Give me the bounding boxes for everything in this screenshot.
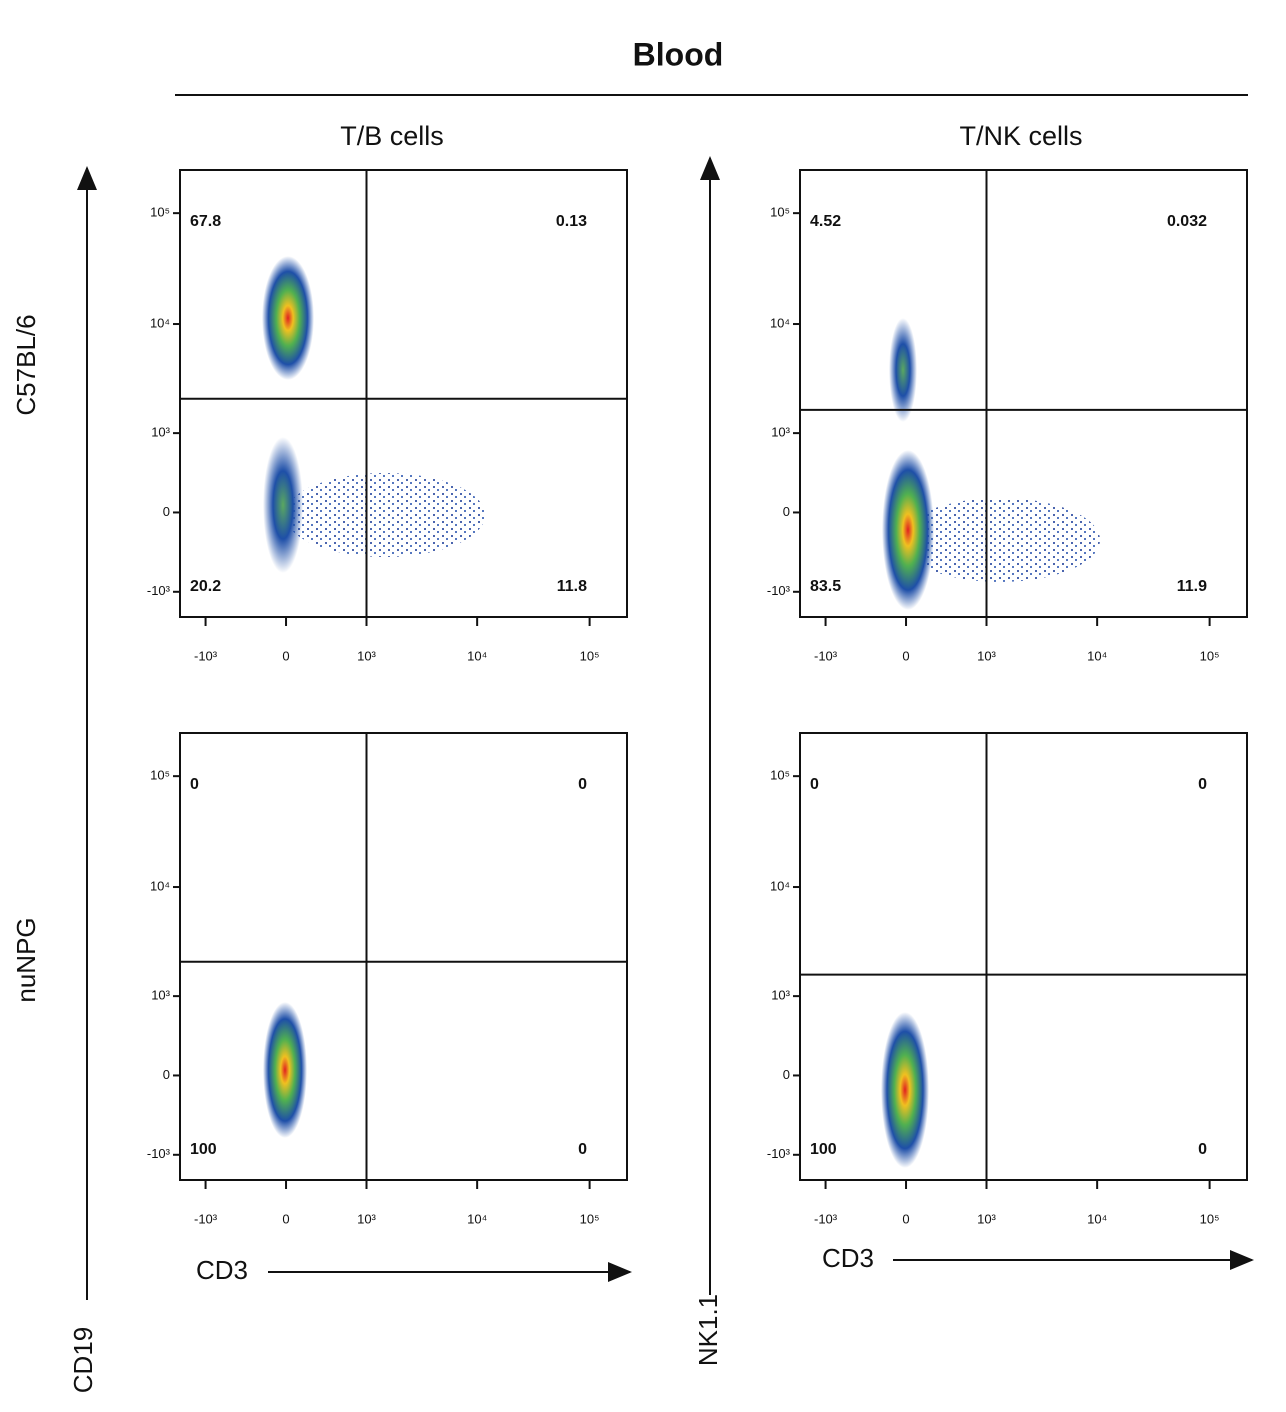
x-tick-label: -10³ <box>814 1211 838 1226</box>
column-title: T/B cells <box>340 121 444 151</box>
x-tick-label: 0 <box>902 1211 909 1226</box>
quadrant-percent: 0 <box>810 776 819 793</box>
x-tick-label: 0 <box>902 648 909 663</box>
x-tick-label: 10⁵ <box>1200 648 1220 663</box>
y-tick-label: 10⁵ <box>770 768 790 783</box>
y-tick-label: 10⁴ <box>770 315 790 330</box>
quadrant-percent: 20.2 <box>190 578 221 595</box>
cell-density <box>262 256 314 380</box>
panel: -10³ 0 10³ 10⁴ 10⁵ -10³ 0 10³ 10⁴ 10⁵ 4.52 0.032 83.… <box>767 169 1248 663</box>
x-tick-label: 10⁵ <box>580 1211 600 1226</box>
quadrant-percent: 4.52 <box>810 213 841 230</box>
x-tick-label: 10⁵ <box>580 648 600 663</box>
x-tick-label: 0 <box>282 648 289 663</box>
x-tick-label: 10⁵ <box>1200 1211 1220 1226</box>
x-tick-label: -10³ <box>194 648 218 663</box>
y-axis-label: NK1.1 <box>693 1294 723 1366</box>
quadrant-percent: 0 <box>190 776 199 793</box>
quadrant-percent: 11.8 <box>557 578 587 595</box>
cell-density <box>900 498 1100 582</box>
cell-density <box>881 1012 929 1168</box>
quadrant-percent: 0 <box>1198 1141 1207 1158</box>
y-tick-label: 0 <box>783 1067 790 1082</box>
y-tick-label: -10³ <box>767 583 791 598</box>
x-tick-label: -10³ <box>814 648 838 663</box>
x-tick-label: -10³ <box>194 1211 218 1226</box>
quadrant-percent: 0 <box>578 776 587 793</box>
y-tick-label: 10⁵ <box>150 205 170 220</box>
quadrant-percent: 0 <box>578 1141 587 1158</box>
column-title: T/NK cells <box>959 121 1082 151</box>
y-tick-label: -10³ <box>147 1146 171 1161</box>
y-tick-label: 0 <box>163 1067 170 1082</box>
y-tick-label: 10⁴ <box>150 878 170 893</box>
x-tick-label: 10³ <box>357 648 376 663</box>
cell-density <box>889 318 917 422</box>
x-tick-label: 10³ <box>977 1211 996 1226</box>
x-tick-label: 10⁴ <box>467 1211 487 1226</box>
cell-density <box>263 1002 307 1138</box>
quadrant-percent: 67.8 <box>190 213 221 230</box>
quadrant-percent: 83.5 <box>810 578 841 595</box>
y-tick-label: 10³ <box>771 988 790 1003</box>
x-tick-label: 10³ <box>977 648 996 663</box>
y-tick-label: 0 <box>783 504 790 519</box>
y-tick-label: 10⁵ <box>150 768 170 783</box>
y-axis-label: CD19 <box>68 1327 98 1393</box>
panel: -10³ 0 10³ 10⁴ 10⁵ -10³ 0 10³ 10⁴ 10⁵ 67.8 0.13 20.2… <box>147 169 628 663</box>
y-tick-label: 0 <box>163 504 170 519</box>
x-tick-label: 10⁴ <box>467 648 487 663</box>
y-tick-label: -10³ <box>147 583 171 598</box>
quadrant-percent: 100 <box>810 1141 837 1158</box>
quadrant-percent: 0.032 <box>1167 213 1207 230</box>
x-tick-label: 10⁴ <box>1087 1211 1107 1226</box>
quadrant-percent: 11.9 <box>1177 578 1207 595</box>
figure-title: Blood <box>633 36 724 72</box>
cell-density <box>263 437 303 573</box>
cell-density <box>285 473 485 557</box>
panel: -10³ 0 10³ 10⁴ 10⁵ -10³ 0 10³ 10⁴ 10⁵ 0 0 100 0 <box>147 732 628 1226</box>
plot-frame <box>799 732 1248 1181</box>
y-tick-label: -10³ <box>767 1146 791 1161</box>
x-tick-label: 10³ <box>357 1211 376 1226</box>
row-label: C57BL/6 <box>11 314 41 415</box>
quadrant-percent: 0.13 <box>556 213 587 230</box>
plot-frame <box>179 169 628 618</box>
cell-density <box>882 450 934 610</box>
quadrant-percent: 0 <box>1198 776 1207 793</box>
y-tick-label: 10⁴ <box>770 878 790 893</box>
x-axis-label: CD3 <box>196 1255 248 1285</box>
x-axis-label: CD3 <box>822 1243 874 1273</box>
y-tick-label: 10³ <box>151 425 170 440</box>
plot-frame <box>799 169 1248 618</box>
y-tick-label: 10³ <box>771 425 790 440</box>
x-tick-label: 10⁴ <box>1087 648 1107 663</box>
panel: -10³ 0 10³ 10⁴ 10⁵ -10³ 0 10³ 10⁴ 10⁵ 0 0 100 0 <box>767 732 1248 1226</box>
plot-frame <box>179 732 628 1181</box>
y-tick-label: 10³ <box>151 988 170 1003</box>
y-tick-label: 10⁴ <box>150 315 170 330</box>
x-tick-label: 0 <box>282 1211 289 1226</box>
quadrant-percent: 100 <box>190 1141 217 1158</box>
row-label: nuNPG <box>11 917 41 1002</box>
y-tick-label: 10⁵ <box>770 205 790 220</box>
